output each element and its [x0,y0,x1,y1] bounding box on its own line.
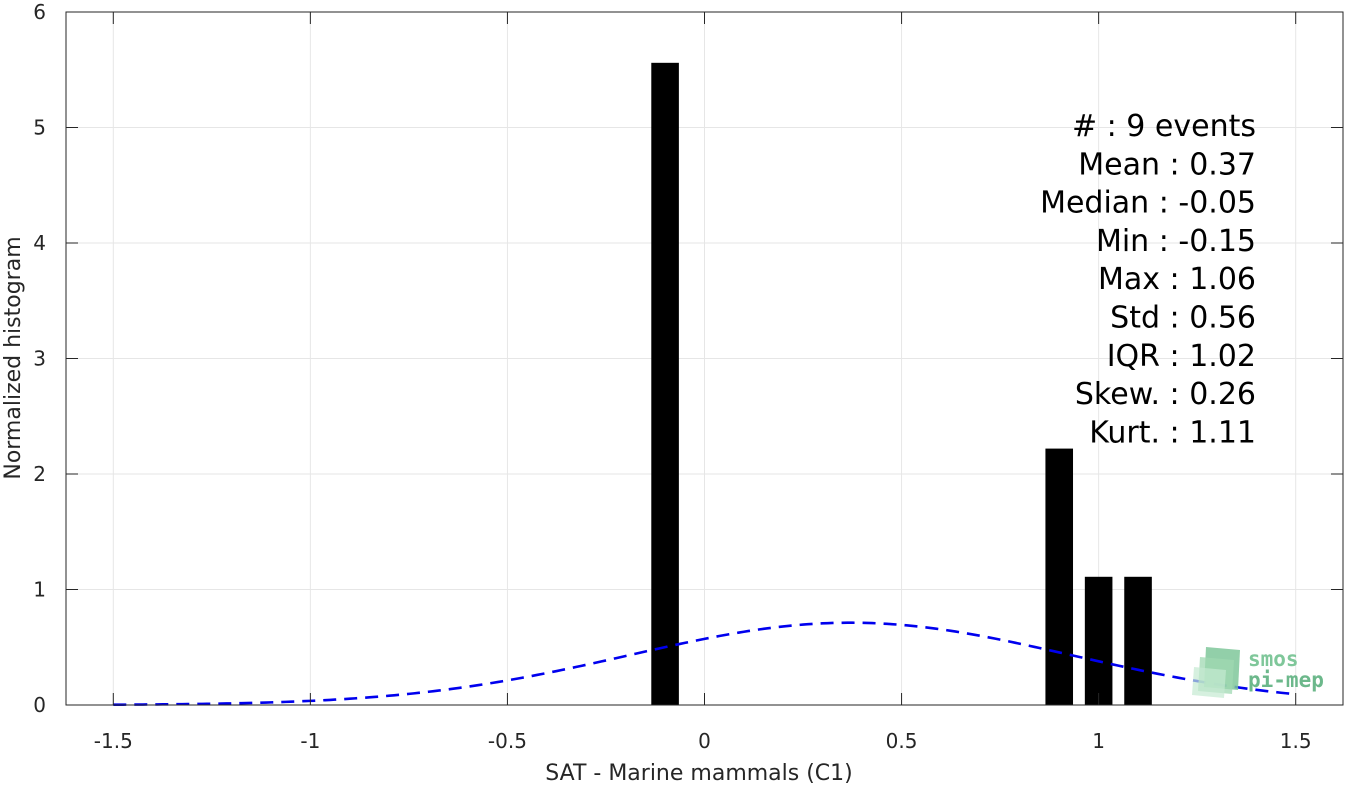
histogram-bar-2 [1084,576,1113,705]
y-tick-label-0: 0 [33,693,46,717]
histogram-bar-1 [1045,448,1074,705]
stat-line-6: IQR : 1.02 [1107,339,1256,374]
stat-line-8: Kurt. : 1.11 [1089,415,1256,450]
stat-line-4: Max : 1.06 [1098,262,1256,297]
stat-line-5: Std : 0.56 [1110,301,1256,336]
histogram-bars [651,62,1152,705]
y-tick-label-5: 5 [33,116,46,140]
x-tick-label-3: 0 [698,729,711,753]
stat-line-1: Mean : 0.37 [1078,147,1256,182]
y-tick-label-4: 4 [33,231,46,255]
smos-pimep-logo: smos pi-mep [1192,647,1324,698]
stat-line-0: # : 9 events [1072,109,1256,144]
x-tick-label-5: 1 [1092,729,1105,753]
x-axis-label: SAT - Marine mammals (C1) [545,761,853,785]
x-tick-labels: -1.5 -1 -0.5 0 0.5 1 1.5 [94,729,1312,753]
stat-line-2: Median : -0.05 [1040,186,1256,221]
stat-line-3: Min : -0.15 [1096,224,1256,259]
logo-text-pimep: pi-mep [1248,668,1324,692]
x-tick-label-2: -0.5 [488,729,527,753]
x-tick-label-4: 0.5 [886,729,918,753]
x-tick-label-0: -1.5 [94,729,133,753]
x-tick-label-6: 1.5 [1280,729,1312,753]
y-tick-label-6: 6 [33,0,46,24]
y-tick-label-3: 3 [33,347,46,371]
y-axis-label: Normalized histogram [1,236,26,479]
axis-ticks [66,11,1343,706]
y-tick-label-2: 2 [33,462,46,486]
y-tick-label-1: 1 [33,578,46,602]
logo-icon [1192,647,1240,698]
logo-text-smos: smos [1248,647,1299,671]
stat-line-7: Skew. : 0.26 [1075,377,1256,412]
histogram-bar-0 [651,62,679,705]
y-tick-labels: 0 1 2 3 4 5 6 [33,0,46,717]
histogram-bar-3 [1124,576,1152,705]
x-tick-label-1: -1 [300,729,320,753]
